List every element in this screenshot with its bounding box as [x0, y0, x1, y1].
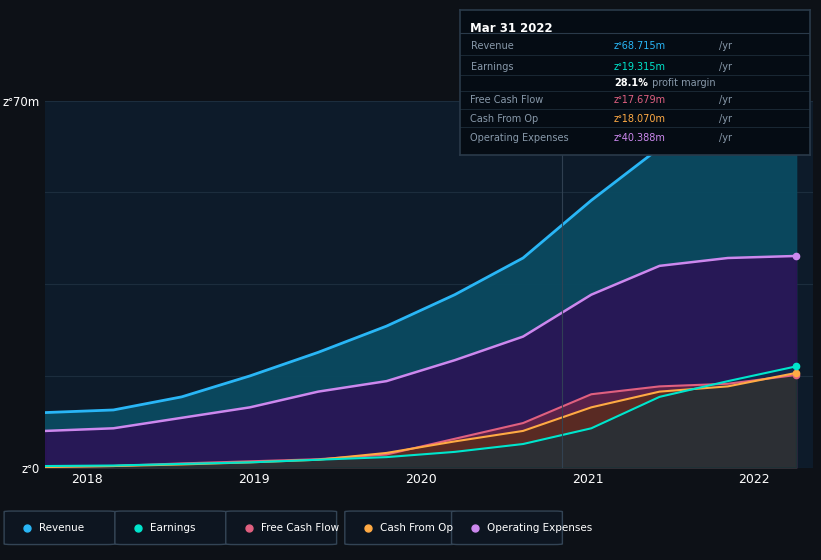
- Text: /yr: /yr: [719, 133, 732, 143]
- Text: 28.1%: 28.1%: [614, 77, 648, 87]
- Text: Earnings: Earnings: [150, 523, 195, 533]
- FancyBboxPatch shape: [115, 511, 226, 544]
- FancyBboxPatch shape: [345, 511, 456, 544]
- Text: Mar 31 2022: Mar 31 2022: [470, 22, 553, 35]
- FancyBboxPatch shape: [4, 511, 115, 544]
- Text: Revenue: Revenue: [470, 41, 513, 52]
- Text: /yr: /yr: [719, 62, 732, 72]
- FancyBboxPatch shape: [226, 511, 337, 544]
- Text: /yr: /yr: [719, 95, 732, 105]
- Text: /yr: /yr: [719, 114, 732, 124]
- Text: zᐤ68.715m: zᐤ68.715m: [614, 41, 666, 52]
- Text: zᐤ19.315m: zᐤ19.315m: [614, 62, 666, 72]
- Text: zᐤ17.679m: zᐤ17.679m: [614, 95, 666, 105]
- Text: Earnings: Earnings: [470, 62, 513, 72]
- Text: Free Cash Flow: Free Cash Flow: [261, 523, 339, 533]
- Text: zᐤ40.388m: zᐤ40.388m: [614, 133, 666, 143]
- Text: Revenue: Revenue: [39, 523, 85, 533]
- Text: /yr: /yr: [719, 41, 732, 52]
- Text: Cash From Op: Cash From Op: [380, 523, 453, 533]
- Text: profit margin: profit margin: [649, 77, 716, 87]
- Text: Operating Expenses: Operating Expenses: [487, 523, 592, 533]
- Text: Operating Expenses: Operating Expenses: [470, 133, 569, 143]
- Text: Cash From Op: Cash From Op: [470, 114, 539, 124]
- Text: zᐤ18.070m: zᐤ18.070m: [614, 114, 666, 124]
- FancyBboxPatch shape: [452, 511, 562, 544]
- Text: Free Cash Flow: Free Cash Flow: [470, 95, 544, 105]
